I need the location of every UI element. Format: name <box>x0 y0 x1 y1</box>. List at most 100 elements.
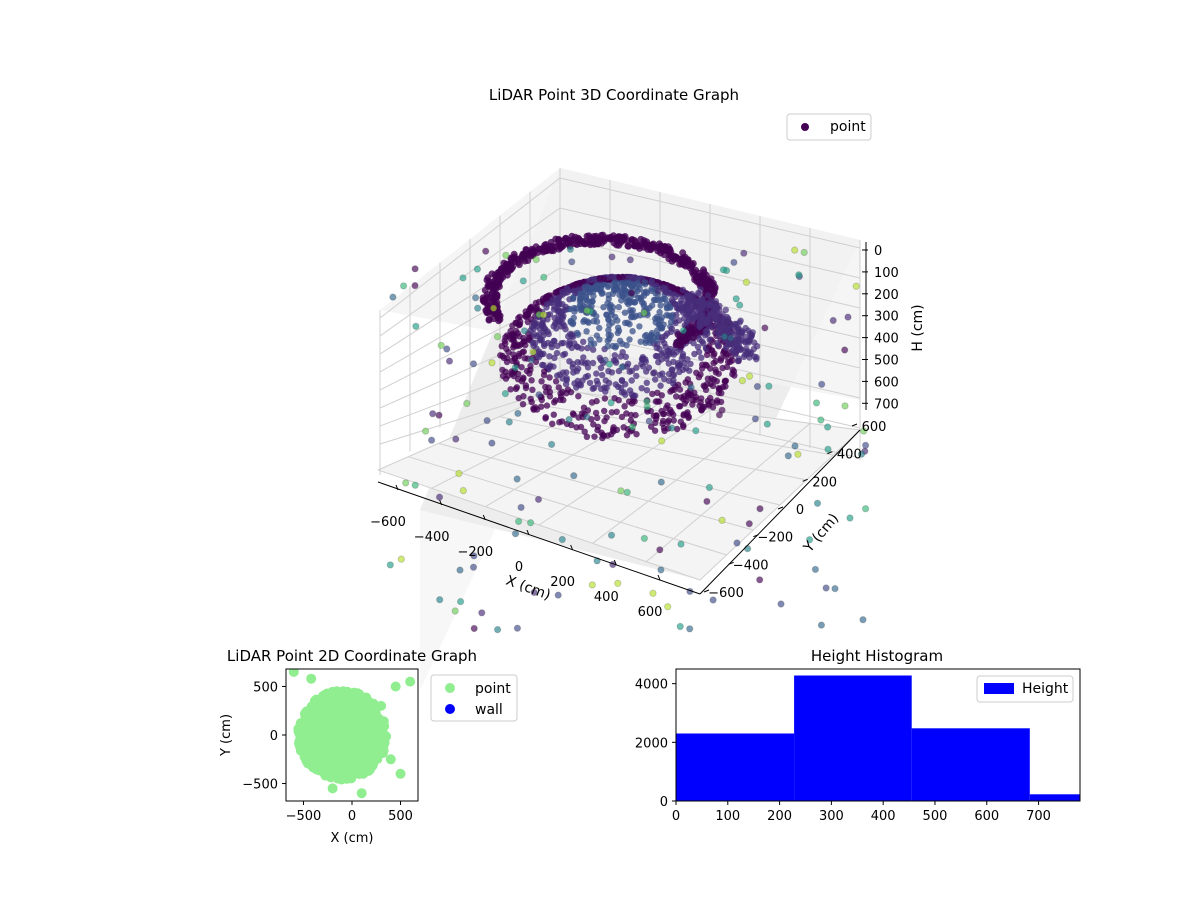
cloud-rim-point <box>643 238 651 246</box>
cloud-point <box>612 359 620 366</box>
cloud-point <box>611 287 618 294</box>
cloud-point <box>586 379 594 387</box>
y-tick-label: 0 <box>660 795 668 810</box>
cloud-point <box>593 370 600 377</box>
cloud-point <box>524 318 531 326</box>
x-tick-label: 0 <box>672 809 680 824</box>
cloud-point <box>567 319 574 326</box>
cloud-outlier-point <box>570 472 578 480</box>
cloud-outlier-point <box>643 403 651 411</box>
x-tick-label: 600 <box>974 809 999 824</box>
cloud-point <box>518 364 525 371</box>
cloud-point <box>647 337 655 344</box>
cloud-point <box>594 426 601 434</box>
grid-line <box>699 429 861 581</box>
ticks-2d: −500 0 500 500 0 −500 <box>242 680 413 824</box>
cloud-point <box>591 433 598 440</box>
y-tick-label: −200 <box>757 531 793 546</box>
scatter-2d-point <box>311 764 322 775</box>
histogram-bar <box>676 733 795 801</box>
cloud-outlier-point <box>745 372 754 380</box>
plot-2d-title: LiDAR Point 2D Coordinate Graph <box>227 647 477 665</box>
cloud-outlier-point <box>756 576 764 584</box>
cloud-point <box>596 324 603 332</box>
cloud-point <box>653 415 660 422</box>
cloud-outlier-point <box>614 579 622 587</box>
cloud-point <box>569 295 577 302</box>
z-ticks-3d: 0 100 200 300 400 500 600 700 <box>862 244 899 412</box>
cloud-outlier-point <box>617 487 625 495</box>
cloud-outlier-point <box>668 424 676 432</box>
cloud-rim-point <box>585 232 593 240</box>
cloud-outlier-point <box>703 497 711 506</box>
plot-2d: LiDAR Point 2D Coordinate Graph −500 0 500… <box>219 647 518 846</box>
cloud-arm-point <box>740 353 748 361</box>
cloud-point <box>532 404 539 411</box>
cloud-outlier-point <box>534 495 543 504</box>
cloud-point <box>606 303 613 310</box>
x-tick-mark <box>439 499 443 506</box>
cloud-outlier-point <box>474 304 482 312</box>
cloud-point <box>587 336 594 343</box>
cloud-point <box>643 368 650 375</box>
cloud-point <box>633 364 640 371</box>
cloud-point <box>648 423 655 430</box>
cloud-outlier-point <box>605 360 614 368</box>
z-tick-label: 100 <box>874 266 899 281</box>
cloud-outlier-point <box>765 382 773 390</box>
cloud-point <box>501 337 508 344</box>
cloud-point <box>623 410 630 417</box>
cloud-point <box>703 351 711 359</box>
cloud-outlier-point <box>791 246 799 254</box>
cloud-point <box>618 389 625 396</box>
cloud-rim-point <box>495 281 502 289</box>
y-tick-label: 200 <box>812 475 837 490</box>
y-axis-label: Y (cm) <box>800 511 842 557</box>
cloud-point <box>546 374 553 381</box>
cloud-point <box>601 407 608 415</box>
scatter-2d-point <box>377 741 388 752</box>
cloud-arm-point <box>737 317 744 324</box>
y-tick-label: 0 <box>796 503 804 518</box>
cloud-arm-point <box>726 329 734 337</box>
cloud-outlier-point <box>753 382 762 391</box>
cloud-point <box>658 325 666 332</box>
cloud-outlier-point <box>389 293 397 301</box>
cloud-outlier-point <box>459 274 467 282</box>
x-tick-label: 100 <box>715 809 740 824</box>
cloud-point <box>597 385 605 392</box>
cloud-point <box>544 311 552 319</box>
grid-line <box>379 207 561 337</box>
cloud-point <box>550 363 557 370</box>
cloud-point <box>551 314 558 322</box>
scatter-2d-point <box>355 714 366 725</box>
cloud-point <box>541 368 548 375</box>
cloud-outlier-point <box>857 450 866 458</box>
cloud-arm-point <box>753 343 761 350</box>
cloud-outlier-point <box>844 313 852 321</box>
y-tick-mark <box>851 423 858 427</box>
cloud-outlier-point <box>511 364 519 372</box>
cloud-outlier-point <box>805 536 814 544</box>
cloud-outlier-point <box>565 415 573 424</box>
cloud-rim-point <box>674 331 682 338</box>
legend-hist: Height <box>976 675 1074 703</box>
cloud-point <box>572 281 580 288</box>
cloud-rim-point <box>676 336 683 344</box>
cloud-outlier-point <box>566 245 575 254</box>
cloud-rim-point <box>637 235 645 243</box>
scatter-2d-point <box>299 751 310 762</box>
cloud-outlier-point <box>412 322 420 330</box>
cloud-point <box>720 349 727 357</box>
cloud-point <box>559 288 566 295</box>
scatter-2d-point <box>374 716 385 727</box>
cloud-point <box>588 399 596 406</box>
cloud-outlier-point <box>640 534 649 543</box>
point-cloud <box>386 231 870 634</box>
cloud-outlier-point <box>411 265 419 273</box>
cloud-point <box>632 312 640 319</box>
cloud-point <box>601 395 609 402</box>
cloud-point <box>680 412 687 419</box>
x-tick-mark <box>657 574 661 581</box>
cloud-outlier-point <box>429 410 437 418</box>
